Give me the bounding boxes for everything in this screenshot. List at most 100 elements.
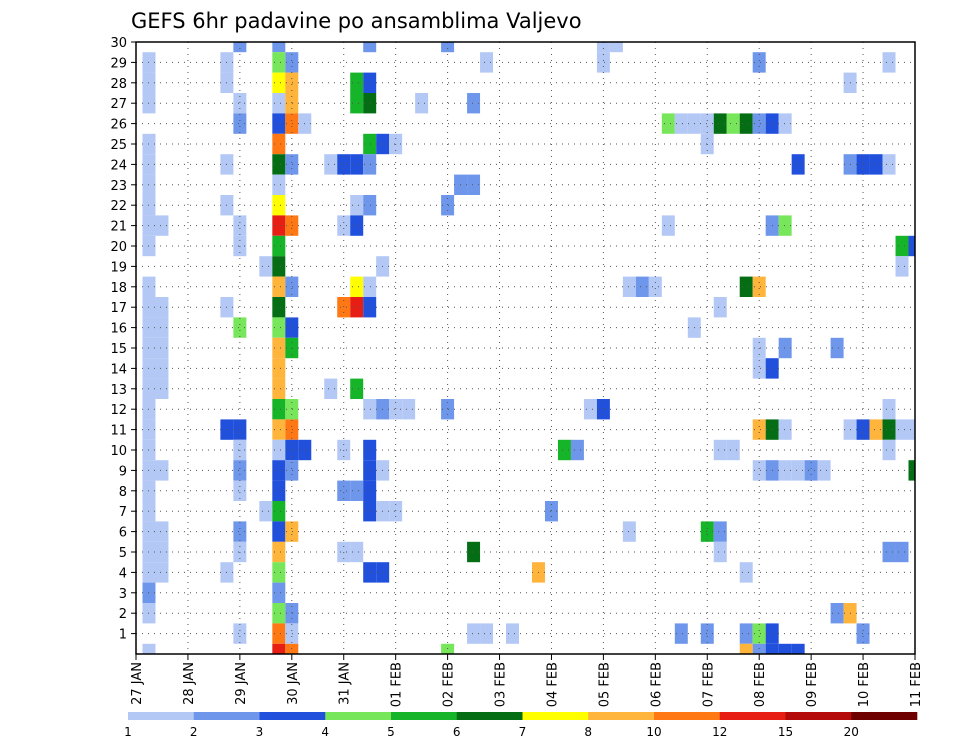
heatmap-cell: [272, 195, 286, 216]
legend-label: 1: [124, 725, 132, 739]
heatmap-cell: [752, 419, 766, 440]
heatmap-cell: [882, 154, 896, 175]
heatmap-cell: [752, 113, 766, 134]
legend-label: 7: [519, 725, 527, 739]
x-tick-label: 11 FEB: [909, 662, 924, 707]
heatmap-cell: [856, 154, 870, 175]
heatmap-cell: [506, 623, 520, 644]
x-tick-label: 03 FEB: [494, 662, 509, 707]
heatmap-cell: [272, 643, 286, 654]
heatmap-cell: [882, 399, 896, 420]
heatmap-cell: [155, 215, 169, 236]
heatmap-cell: [441, 399, 455, 420]
heatmap-cell: [155, 562, 169, 583]
heatmap-cell: [155, 337, 169, 359]
heatmap-cell: [337, 215, 351, 236]
heatmap-cell: [389, 501, 403, 522]
heatmap-cell: [726, 439, 740, 461]
heatmap-cell: [337, 480, 351, 501]
y-tick-label: 13: [110, 383, 127, 398]
x-tick-label: 10 FEB: [857, 662, 872, 707]
legend-swatch: [259, 712, 326, 720]
heatmap-cell: [233, 93, 247, 114]
y-tick-label: 9: [119, 464, 127, 479]
heatmap-cell: [363, 439, 377, 461]
y-tick-label: 24: [110, 158, 127, 173]
heatmap-cell: [272, 52, 286, 73]
heatmap-cell: [441, 42, 455, 53]
heatmap-cell: [272, 337, 286, 359]
y-tick-label: 22: [110, 199, 127, 214]
x-tick-label: 29 JAN: [234, 662, 249, 705]
heatmap-cell: [739, 113, 753, 134]
heatmap-cell: [233, 317, 247, 338]
heatmap-cell: [804, 460, 818, 481]
heatmap-cell: [363, 562, 377, 583]
y-tick-label: 25: [110, 138, 127, 153]
heatmap-cell: [882, 541, 896, 563]
heatmap-cell: [350, 154, 364, 175]
heatmap-cell: [713, 439, 727, 461]
heatmap-cell: [622, 276, 636, 297]
x-tick-label: 31 JAN: [338, 662, 353, 705]
heatmap-cell: [467, 541, 481, 563]
legend-label: 10: [646, 725, 661, 739]
y-tick-label: 15: [110, 342, 127, 357]
heatmap-cell: [363, 72, 377, 93]
x-tick-label: 09 FEB: [805, 662, 820, 707]
y-tick-label: 26: [110, 118, 127, 133]
heatmap-cell: [272, 562, 286, 583]
x-tick-label: 04 FEB: [545, 662, 560, 707]
heatmap-cell: [350, 480, 364, 501]
heatmap-cell: [363, 276, 377, 297]
heatmap-cell: [389, 399, 403, 420]
heatmap-cell: [363, 501, 377, 522]
y-tick-label: 4: [119, 566, 127, 581]
heatmap-cell: [233, 215, 247, 236]
x-tick-label: 07 FEB: [701, 662, 716, 707]
heatmap-cell: [700, 623, 714, 644]
heatmap-cell: [895, 256, 909, 277]
y-tick-label: 2: [119, 607, 127, 622]
heatmap-cell: [441, 195, 455, 216]
legend-label: 5: [387, 725, 395, 739]
heatmap-cell: [272, 113, 286, 134]
heatmap-cell: [272, 317, 286, 338]
heatmap-cell: [324, 378, 338, 399]
legend-label: 2: [190, 725, 198, 739]
heatmap-cell: [791, 154, 805, 175]
heatmap-cell: [778, 337, 792, 359]
heatmap-cell: [752, 52, 766, 73]
heatmap-cell: [337, 297, 351, 318]
y-tick-label: 27: [110, 97, 127, 112]
chart-title: GEFS 6hr padavine po ansamblima Valjevo: [131, 9, 582, 33]
x-tick-label: 01 FEB: [390, 662, 405, 707]
legend-swatch: [128, 712, 195, 720]
heatmap-cell: [272, 93, 286, 114]
heatmap-cell: [272, 358, 286, 379]
heatmap-cell: [752, 460, 766, 481]
heatmap-cell: [648, 276, 662, 297]
heatmap-cell: [700, 521, 714, 542]
legend-swatch: [588, 712, 655, 720]
heatmap-cell: [155, 521, 169, 542]
heatmap-cell: [908, 460, 915, 481]
y-tick-label: 21: [110, 220, 127, 235]
heatmap-cell: [363, 195, 377, 216]
legend-swatch: [719, 712, 786, 720]
heatmap-cell: [596, 399, 610, 420]
heatmap-cell: [363, 133, 377, 155]
heatmap-cell: [830, 603, 844, 624]
heatmap-cell: [155, 317, 169, 338]
heatmap-cell: [713, 113, 727, 134]
heatmap-cell: [324, 154, 338, 175]
heatmap-cell: [155, 297, 169, 318]
y-tick-label: 30: [110, 36, 127, 51]
heatmap-cell: [363, 154, 377, 175]
heatmap-cell: [233, 419, 247, 440]
cells: [142, 42, 915, 654]
heatmap-cell: [350, 378, 364, 399]
heatmap-cell: [622, 521, 636, 542]
heatmap-cell: [350, 195, 364, 216]
legend-label: 15: [778, 725, 793, 739]
